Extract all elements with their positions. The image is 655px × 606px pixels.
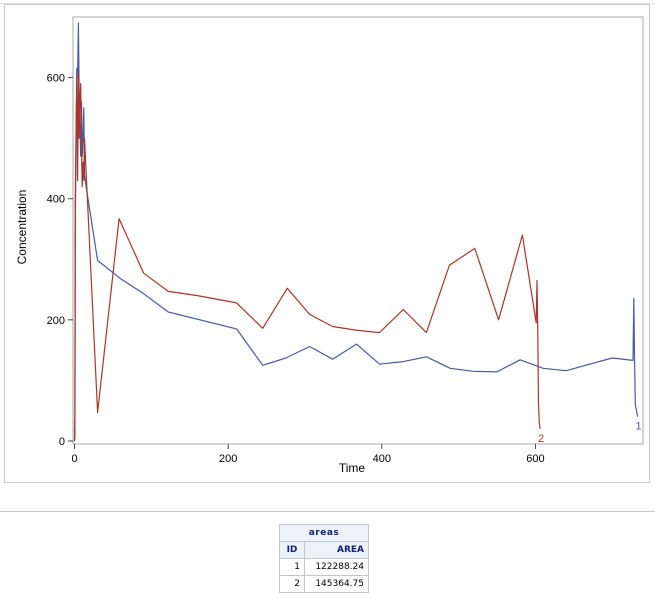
column-header-area: AREA (304, 541, 369, 559)
series-end-label: 2 (538, 433, 544, 445)
table-header-row: ID AREA (279, 541, 369, 559)
series-end-label: 1 (636, 421, 642, 433)
x-tick-label: 200 (219, 453, 237, 465)
y-tick-label: 400 (47, 194, 65, 206)
x-axis-ticks: 0 200 400 600 (71, 444, 545, 465)
y-tick-label: 600 (47, 73, 65, 85)
x-axis-label: Time (339, 461, 366, 475)
top-rule (0, 3, 655, 4)
output-separator (0, 511, 655, 512)
cell-id: 2 (279, 575, 305, 593)
column-header-id: ID (279, 541, 305, 559)
plot-area (72, 16, 644, 445)
series-line-2 (73, 70, 541, 442)
y-tick-label: 0 (59, 436, 65, 448)
x-tick-label: 600 (526, 453, 544, 465)
x-tick-label: 0 (71, 453, 77, 465)
table-row: 2 145364.75 (279, 575, 369, 593)
areas-table: areas ID AREA 1 122288.24 2 145364.75 (279, 524, 369, 593)
cell-area: 122288.24 (304, 558, 369, 576)
table-row: 1 122288.24 (279, 558, 369, 576)
y-tick-label: 200 (47, 315, 65, 327)
cell-area: 145364.75 (304, 575, 369, 593)
table-caption-row: areas (279, 524, 369, 542)
x-tick-label: 400 (373, 453, 391, 465)
series-group: 12 (73, 22, 642, 445)
y-axis-ticks: 0 200 400 600 (47, 73, 73, 448)
y-axis-label: Concentration (15, 190, 29, 265)
table-caption: areas (279, 524, 369, 542)
cell-id: 1 (279, 558, 305, 576)
